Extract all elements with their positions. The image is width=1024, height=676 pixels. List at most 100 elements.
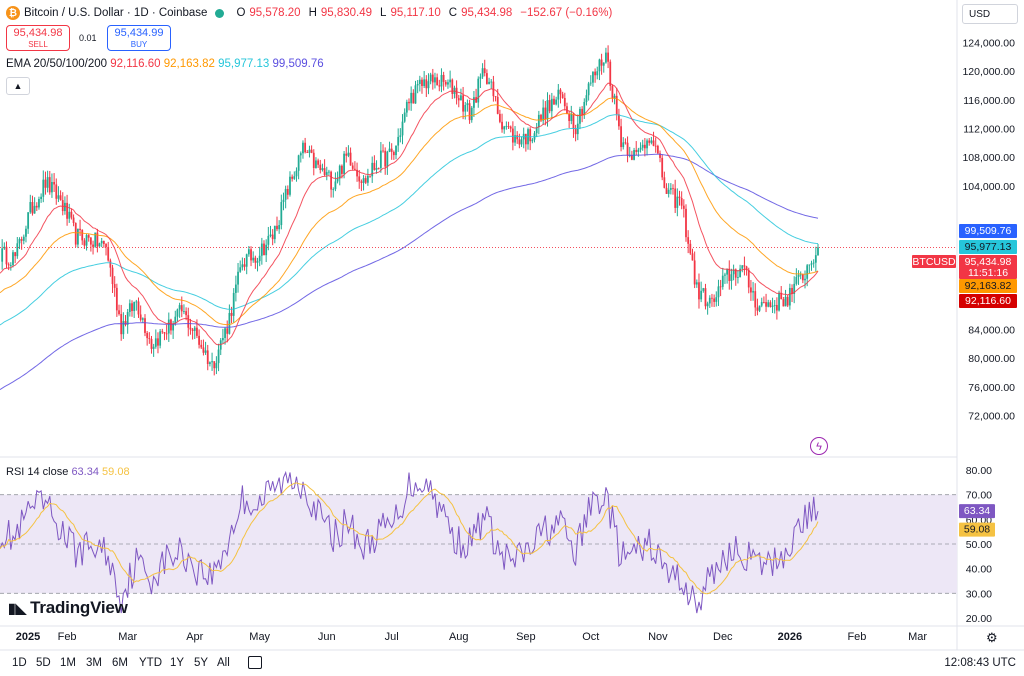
settings-icon[interactable]: ⚙: [986, 630, 998, 645]
candle-body: [185, 311, 188, 316]
candle-body: [111, 267, 114, 285]
candle-body: [717, 286, 720, 298]
candle-body: [159, 331, 162, 346]
candle-body: [118, 310, 120, 315]
candle-body: [780, 292, 783, 300]
candle-body: [193, 327, 196, 331]
candle-body: [765, 302, 767, 307]
sell-button[interactable]: 95,434.98 SELL: [6, 25, 70, 51]
candle-body: [94, 232, 97, 247]
candle-body: [341, 165, 343, 174]
timeframe-1d[interactable]: 1D: [12, 657, 27, 669]
candle-body: [524, 133, 527, 145]
bitcoin-icon: ₿: [6, 6, 20, 20]
timeframe-all[interactable]: All: [217, 657, 230, 669]
timeframe-5y[interactable]: 5Y: [194, 657, 209, 669]
candle-body: [286, 188, 289, 195]
candle-body: [16, 243, 19, 257]
symbol-title[interactable]: Bitcoin / U.S. Dollar · 1D · Coinbase: [24, 7, 208, 19]
candle-body: [392, 151, 395, 156]
candle-body: [786, 296, 789, 306]
candle-body: [473, 97, 475, 108]
calendar-icon[interactable]: [248, 656, 262, 669]
ema20-tag-box: [959, 294, 1017, 308]
rsi-band-group: [0, 494, 957, 594]
timeframe-ytd[interactable]: YTD: [139, 657, 162, 669]
candle-body: [83, 240, 86, 246]
lightning-icon[interactable]: ϟ: [810, 437, 828, 455]
ema100-line: [0, 114, 819, 326]
candle-body: [323, 168, 326, 175]
rsi-legend[interactable]: RSI 14 close 63.34 59.08: [6, 466, 130, 478]
candle-body: [483, 68, 486, 74]
ema-legend[interactable]: EMA 20/50/100/200 92,116.60 92,163.82 95…: [6, 58, 324, 70]
candle-body: [511, 128, 514, 143]
candle-body: [509, 126, 512, 129]
rsi-tag-box: [959, 504, 995, 519]
low-value: 95,117.10: [390, 7, 441, 19]
candle-body: [624, 142, 627, 144]
candle-body: [544, 107, 547, 120]
candle-body: [607, 52, 609, 62]
timeframe-1y[interactable]: 1Y: [170, 657, 185, 669]
candle-body: [442, 74, 445, 82]
candle-body: [204, 350, 207, 353]
timeframe-1m[interactable]: 1M: [60, 657, 76, 669]
candle-body: [98, 243, 101, 247]
candle-body: [5, 246, 8, 265]
candle-body: [345, 153, 348, 156]
candle-body: [814, 255, 817, 263]
candle-body: [332, 189, 335, 190]
ema50-tag-text: 92,163.82: [965, 280, 1012, 292]
candle-body: [693, 260, 696, 285]
currency-select[interactable]: USD: [962, 4, 1018, 24]
candle-body: [438, 85, 441, 87]
candle-body: [18, 239, 21, 244]
buy-button[interactable]: 95,434.99 BUY: [107, 25, 171, 51]
rsi-ma-legend-value: 59.08: [102, 466, 130, 478]
timeframe-6m[interactable]: 6M: [112, 657, 128, 669]
candle-body: [280, 202, 283, 226]
candle-body: [611, 85, 614, 99]
candle-body: [767, 302, 770, 307]
candle-body: [585, 95, 588, 102]
candle-body: [490, 81, 493, 83]
utc-clock[interactable]: 12:08:43 UTC: [944, 657, 1016, 669]
candle-body: [245, 254, 248, 267]
candle-body: [265, 244, 268, 256]
candle-body: [109, 260, 112, 268]
timeframe-5d[interactable]: 5D: [36, 657, 51, 669]
candle-body: [237, 271, 239, 285]
candle-body: [403, 112, 406, 122]
candle-body: [618, 114, 620, 127]
candle-body: [122, 321, 125, 335]
candle-body: [295, 170, 298, 177]
candle-body: [373, 162, 376, 170]
candle-body: [230, 312, 233, 316]
candle-body: [661, 157, 664, 178]
candle-body: [343, 153, 345, 174]
candle-body: [700, 290, 703, 300]
timeframe-3m[interactable]: 3M: [86, 657, 102, 669]
collapse-icon[interactable]: ▲: [6, 77, 30, 95]
candle-body: [656, 145, 659, 154]
candle-body: [79, 228, 81, 230]
rsi-ma-line: [0, 482, 819, 595]
open-value: 95,578.20: [249, 7, 301, 19]
candle-body: [431, 74, 434, 83]
candle-body: [737, 277, 739, 278]
candle-body: [115, 287, 118, 311]
time-tick-label: Mar: [118, 631, 137, 643]
candle-body: [209, 362, 211, 364]
candle-body: [546, 100, 549, 120]
candle-body: [557, 89, 560, 100]
candle-body: [133, 302, 136, 312]
candle-body: [263, 243, 265, 256]
candle-body: [635, 150, 638, 152]
tradingview-logo[interactable]: ▮◣ TradingView: [8, 598, 128, 618]
ema20-legend-value: 92,116.60: [110, 58, 161, 70]
candle-body: [600, 59, 603, 66]
candle-body: [167, 319, 170, 334]
candle-body: [793, 283, 796, 295]
